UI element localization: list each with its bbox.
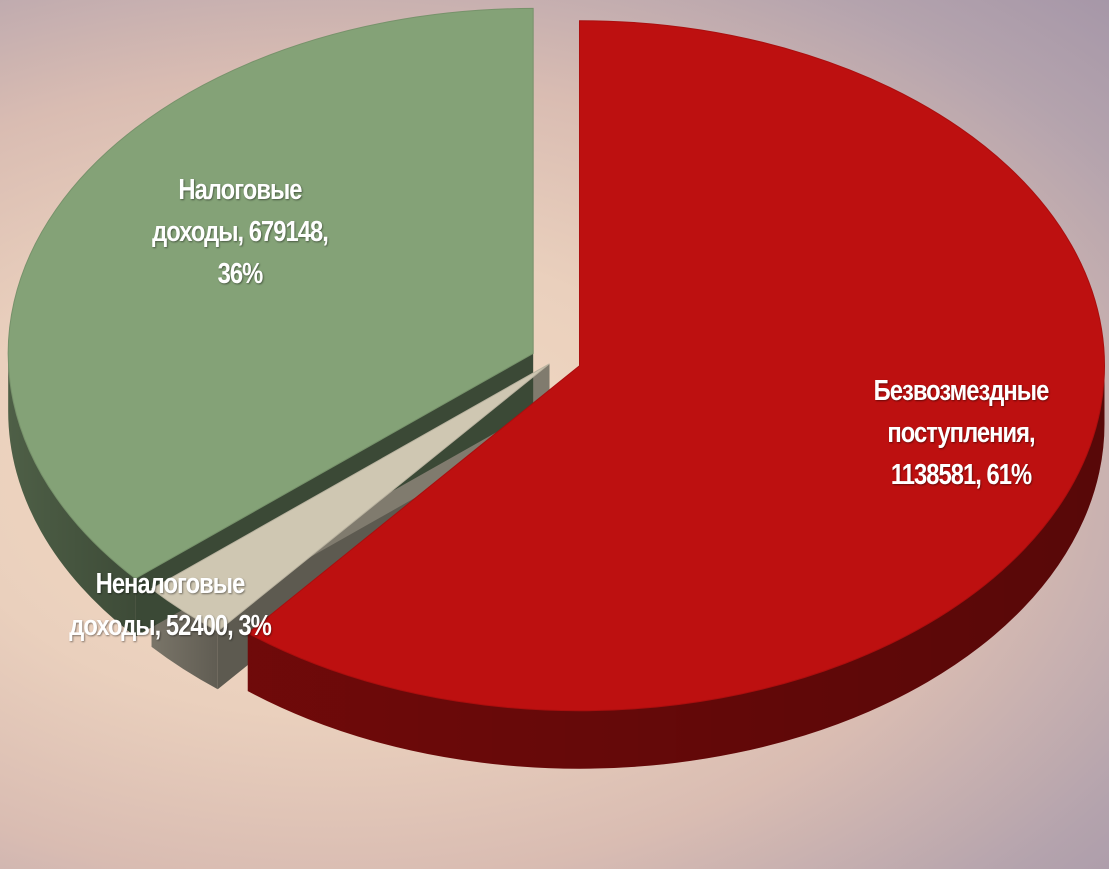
pie-slice-1	[150, 363, 550, 632]
label-nalogovye: Налоговые доходы, 679148, 36%	[132, 169, 348, 295]
label-line: Неналоговые	[95, 568, 246, 600]
label-line: доходы, 679148,	[152, 216, 329, 248]
label-line: 36%	[217, 258, 264, 290]
label-line: поступления,	[887, 417, 1035, 449]
label-line: Безвозмездные	[873, 375, 1050, 407]
slice-tops-layer	[7, 7, 1105, 712]
slice-outer-wall-shade	[247, 365, 1105, 769]
label-line: доходы, 52400, 3%	[69, 610, 271, 642]
label-nenalogovye: Неналоговые доходы, 52400, 3%	[45, 563, 294, 647]
pie-slice-2	[7, 7, 534, 580]
label-line: 1138581, 61%	[890, 459, 1032, 491]
label-line: Налоговые	[178, 174, 302, 206]
pie-slice-0	[246, 20, 1105, 712]
label-bezvozmezdnye: Безвозмездные поступления, 1138581, 61%	[855, 370, 1067, 496]
slice-outer-wall-shade	[8, 353, 136, 637]
